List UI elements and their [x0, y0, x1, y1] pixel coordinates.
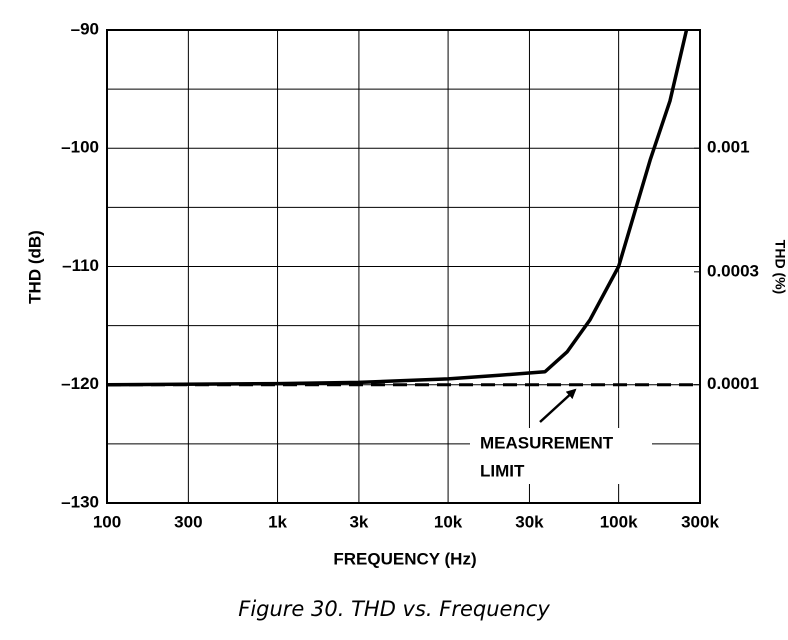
x-tick-label: 300k	[681, 512, 719, 531]
y2-tick-label: 0.0003	[707, 261, 759, 280]
y2-tick-label: 0.0001	[707, 374, 759, 393]
annotation-line: LIMIT	[480, 461, 525, 480]
thd-line	[107, 30, 689, 387]
y-axis-title: THD (dB)	[25, 230, 44, 304]
y-tick-label: –130	[61, 492, 99, 511]
plot-lines	[107, 30, 700, 387]
caption: Figure 30. THD vs. Frequency	[238, 597, 550, 621]
x-tick-label: 10k	[434, 512, 463, 531]
y2-axis-title: THD (%)	[772, 240, 788, 294]
annotation-background	[470, 428, 652, 484]
plot-frame	[106, 29, 701, 504]
annotation-arrow	[539, 388, 577, 423]
y2-tick-label: 0.001	[707, 138, 750, 157]
y-tick-label: –90	[71, 19, 99, 38]
x-tick-label: 1k	[268, 512, 287, 531]
annotation-line: MEASUREMENT	[480, 433, 614, 452]
y-tick-label: –120	[61, 374, 99, 393]
x-tick-label: 3k	[349, 512, 368, 531]
x-tick-label: 300	[174, 512, 202, 531]
x-tick-label: 100	[93, 512, 121, 531]
x-tick-label: 30k	[515, 512, 544, 531]
y-tick-label: –110	[62, 256, 99, 275]
x-axis-title: FREQUENCY (Hz)	[333, 549, 476, 568]
x-tick-label: 100k	[600, 512, 638, 531]
y-tick-label: –100	[61, 138, 99, 157]
